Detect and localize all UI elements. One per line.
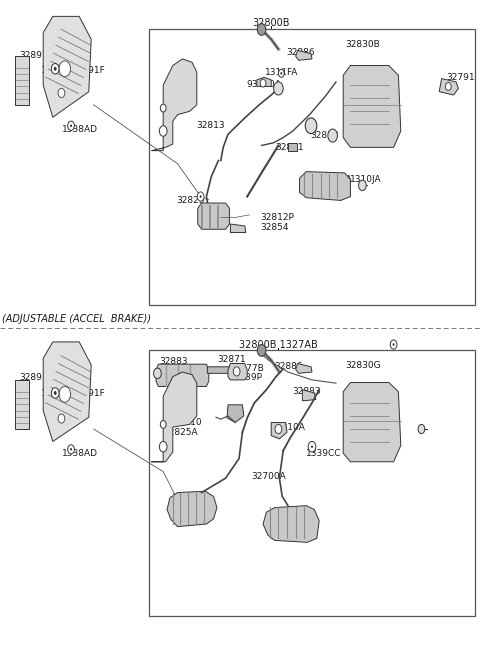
Circle shape — [58, 414, 65, 423]
Circle shape — [418, 424, 425, 434]
Polygon shape — [296, 50, 312, 60]
Text: 1338AC: 1338AC — [41, 66, 76, 75]
Circle shape — [200, 195, 202, 198]
Text: 1338AD: 1338AD — [62, 124, 98, 134]
Text: 1310JA: 1310JA — [350, 175, 382, 184]
Polygon shape — [343, 66, 401, 147]
Circle shape — [328, 129, 337, 142]
Text: 32891: 32891 — [19, 50, 48, 60]
Polygon shape — [167, 491, 217, 527]
Text: 1338AD: 1338AD — [62, 449, 98, 458]
Text: 32891F: 32891F — [71, 66, 105, 75]
Polygon shape — [227, 405, 244, 422]
Circle shape — [70, 124, 72, 127]
Text: 32871: 32871 — [276, 143, 304, 152]
Circle shape — [308, 441, 316, 452]
Circle shape — [160, 421, 166, 428]
Circle shape — [51, 388, 59, 398]
Polygon shape — [271, 422, 287, 439]
Text: 32883: 32883 — [159, 357, 188, 366]
Text: (ADJUSTABLE (ACCEL  BRAKE)): (ADJUSTABLE (ACCEL BRAKE)) — [2, 314, 151, 324]
Polygon shape — [207, 367, 231, 373]
Text: 32800B: 32800B — [252, 18, 290, 28]
Circle shape — [274, 82, 283, 95]
Circle shape — [257, 345, 266, 356]
Polygon shape — [257, 77, 271, 86]
Text: 32739P: 32739P — [228, 373, 262, 383]
Polygon shape — [156, 364, 209, 386]
Text: 1311FA: 1311FA — [265, 68, 299, 77]
Bar — [149, 350, 475, 616]
Text: 93810A: 93810A — [246, 80, 281, 89]
Polygon shape — [43, 342, 91, 441]
Polygon shape — [43, 16, 91, 117]
Circle shape — [305, 118, 317, 134]
Circle shape — [445, 83, 451, 90]
Text: 32883: 32883 — [292, 387, 321, 396]
Circle shape — [275, 424, 282, 434]
Text: 43777B: 43777B — [229, 364, 264, 373]
Polygon shape — [302, 390, 316, 401]
Text: 32825: 32825 — [176, 196, 204, 205]
Circle shape — [390, 340, 397, 349]
Text: 32830B: 32830B — [346, 40, 380, 49]
Circle shape — [233, 367, 240, 376]
Circle shape — [160, 104, 166, 112]
Circle shape — [393, 343, 395, 346]
Polygon shape — [300, 172, 350, 200]
Text: 32871: 32871 — [217, 355, 246, 364]
Circle shape — [54, 67, 57, 71]
Circle shape — [59, 386, 71, 402]
Text: 32886: 32886 — [286, 48, 315, 57]
Polygon shape — [228, 364, 247, 380]
Text: 32700A: 32700A — [317, 175, 351, 184]
Text: 32813: 32813 — [311, 131, 339, 140]
Text: 32891F: 32891F — [71, 388, 105, 398]
Text: 93810A: 93810A — [270, 422, 305, 432]
Polygon shape — [151, 59, 197, 151]
Text: 32791: 32791 — [446, 73, 475, 82]
Text: 32891: 32891 — [19, 373, 48, 382]
Circle shape — [154, 368, 161, 379]
Polygon shape — [15, 56, 29, 105]
Text: 32886: 32886 — [275, 362, 303, 371]
Text: 1339CC: 1339CC — [306, 449, 342, 458]
Circle shape — [280, 72, 282, 75]
Text: 32825A: 32825A — [163, 428, 198, 438]
Circle shape — [51, 64, 59, 74]
Circle shape — [59, 61, 71, 77]
Circle shape — [159, 126, 167, 136]
Polygon shape — [343, 383, 401, 462]
Bar — [149, 29, 475, 305]
Text: 32854: 32854 — [261, 223, 289, 232]
Text: 1338AC: 1338AC — [41, 388, 76, 398]
Circle shape — [159, 441, 167, 452]
Circle shape — [58, 88, 65, 98]
Circle shape — [68, 445, 74, 454]
Polygon shape — [198, 203, 229, 229]
Circle shape — [260, 79, 266, 87]
Circle shape — [278, 69, 284, 77]
Polygon shape — [296, 364, 312, 373]
Circle shape — [68, 121, 74, 130]
Polygon shape — [151, 372, 197, 462]
Text: 32812P: 32812P — [261, 213, 295, 222]
Polygon shape — [288, 143, 297, 151]
Circle shape — [359, 180, 366, 191]
Text: 32813: 32813 — [196, 121, 225, 130]
Circle shape — [197, 192, 204, 201]
Text: 32800B 1327AB: 32800B 1327AB — [239, 339, 318, 350]
Polygon shape — [230, 224, 246, 233]
Polygon shape — [439, 79, 458, 95]
Circle shape — [257, 24, 266, 35]
Text: 32700A: 32700A — [252, 472, 286, 481]
Polygon shape — [15, 380, 29, 429]
Circle shape — [70, 448, 72, 451]
Text: 32830G: 32830G — [346, 361, 381, 370]
Text: 32810: 32810 — [173, 418, 202, 427]
Circle shape — [54, 391, 57, 395]
Polygon shape — [263, 506, 319, 542]
Circle shape — [311, 445, 313, 448]
